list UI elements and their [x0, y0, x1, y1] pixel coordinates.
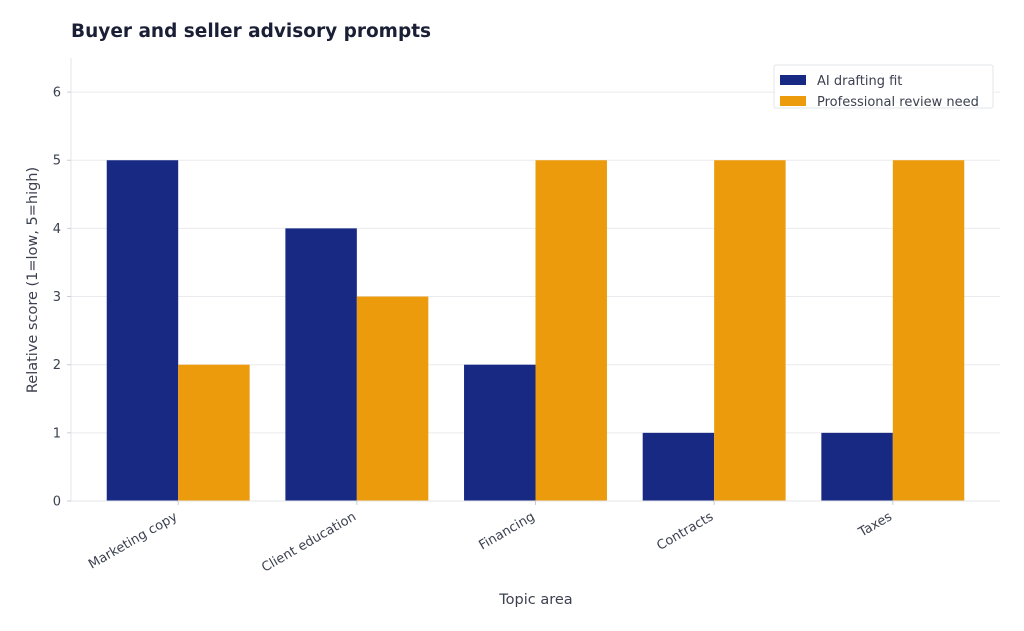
bar	[714, 160, 786, 501]
bar	[642, 432, 715, 501]
y-tick-label: 5	[53, 154, 61, 169]
bar	[106, 160, 179, 501]
y-axis-ticks: 0 1 2 3 4 5 6	[53, 86, 71, 510]
bar	[535, 160, 607, 501]
bars	[106, 160, 965, 501]
chart-title: Buyer and seller advisory prompts	[71, 21, 432, 42]
x-axis-label: Topic area	[498, 592, 572, 608]
y-tick-label: 1	[53, 426, 61, 441]
y-tick-label: 4	[53, 222, 61, 237]
legend-swatch	[780, 96, 806, 106]
legend-label: Professional review need	[817, 95, 979, 110]
y-tick-label: 3	[53, 290, 61, 305]
x-tick-label: Contracts	[654, 509, 716, 553]
y-tick-label: 2	[53, 358, 61, 373]
bar	[356, 296, 429, 501]
legend-label: AI drafting fit	[817, 74, 902, 89]
bar	[821, 432, 893, 501]
legend: AI drafting fit Professional review need	[773, 64, 994, 110]
x-tick-label: Marketing copy	[86, 509, 180, 572]
y-tick-label: 0	[53, 495, 61, 510]
bar	[464, 364, 536, 501]
bar	[892, 160, 965, 501]
legend-swatch	[780, 75, 806, 85]
bar	[285, 228, 357, 501]
y-axis-label: Relative score (1=low, 5=high)	[25, 167, 41, 393]
y-tick-label: 6	[53, 86, 61, 101]
x-tick-label: Financing	[476, 509, 537, 553]
bar	[178, 364, 250, 501]
legend-box	[773, 64, 994, 109]
x-tick-label: Client education	[259, 509, 359, 575]
x-tick-label: Taxes	[855, 509, 895, 541]
x-axis-ticks: Marketing copy Client education Financing C…	[86, 501, 895, 576]
